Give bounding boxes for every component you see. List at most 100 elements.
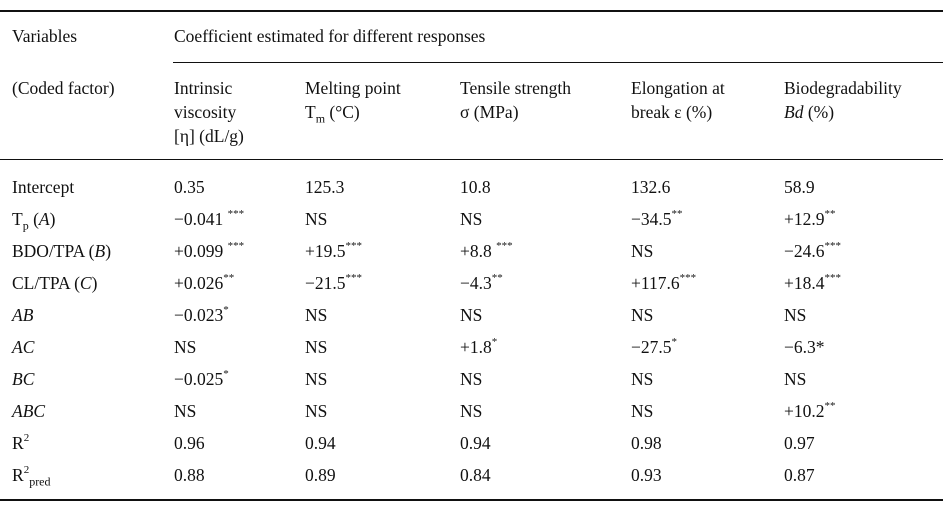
table-cell: −34.5** (631, 207, 683, 231)
cell-value: NS (631, 305, 654, 325)
cell-value: +12.9 (784, 209, 825, 229)
table-cell: NS (305, 335, 327, 359)
cell-value: 0.88 (174, 465, 205, 485)
cell-value: 0.84 (460, 465, 491, 485)
col-header-subscript: m (315, 111, 326, 126)
col-header-elongation: Elongation at break ε (%) (631, 76, 725, 124)
cell-value: −27.5 (631, 337, 672, 357)
row-label-text: ) (91, 273, 98, 293)
row-label-text: BC (12, 369, 35, 389)
table-cell: NS (174, 335, 196, 359)
col-header-line: Bd (%) (784, 100, 902, 124)
table-cell: 0.89 (305, 463, 336, 487)
cell-value: −0.025 (174, 369, 224, 389)
cell-value: 0.94 (460, 433, 491, 453)
table-cell: NS (784, 303, 806, 327)
row-label-text: ) (49, 209, 56, 229)
cell-value: 0.87 (784, 465, 815, 485)
table-cell: 0.84 (460, 463, 491, 487)
cell-value: NS (631, 241, 654, 261)
cell-value: NS (174, 337, 197, 357)
cell-value: NS (305, 369, 328, 389)
cell-value: −34.5 (631, 209, 672, 229)
row-label-text: ) (105, 241, 112, 261)
col-header-line: [η] (dL/g) (174, 126, 244, 146)
row-label-text: ABC (12, 401, 46, 421)
cell-value: 0.98 (631, 433, 662, 453)
cell-value: −21.5 (305, 273, 346, 293)
col-header-line: Melting point (305, 78, 401, 98)
table-cell: 0.94 (460, 431, 491, 455)
row-label: R2 (12, 431, 29, 455)
row-label-superscript: 2 (23, 464, 30, 477)
table-cell: 0.97 (784, 431, 815, 455)
row-label-text: R (12, 433, 24, 453)
table-cell: −27.5* (631, 335, 677, 359)
table-cell: 0.93 (631, 463, 662, 487)
table-cell: NS (631, 399, 653, 423)
col-header-line: Intrinsic (174, 78, 233, 98)
significance-stars: *** (345, 240, 363, 253)
table-cell: NS (631, 239, 653, 263)
col-header-viscosity: Intrinsic viscosity [η] (dL/g) (174, 76, 244, 148)
cell-value: −4.3 (460, 273, 492, 293)
row-label: ABC (12, 399, 45, 423)
table-cell: NS (784, 367, 806, 391)
cell-value: −24.6 (784, 241, 825, 261)
cell-value: NS (460, 305, 483, 325)
table-cell: +1.8* (460, 335, 497, 359)
col-header-unit: (°C) (325, 102, 360, 122)
table-cell: −21.5*** (305, 271, 362, 295)
row-label: R2pred (12, 463, 51, 488)
row-label: BC (12, 367, 34, 391)
table-cell: +12.9** (784, 207, 836, 231)
cell-value: −0.041 (174, 209, 228, 229)
significance-stars: ** (671, 208, 683, 221)
table-cell: 0.94 (305, 431, 336, 455)
cell-value: NS (631, 369, 654, 389)
table-cell: NS (631, 303, 653, 327)
significance-stars: ** (223, 272, 235, 285)
table-cell: 0.98 (631, 431, 662, 455)
table-cell: 132.6 (631, 175, 670, 199)
significance-stars: *** (496, 240, 513, 253)
cell-value: NS (784, 305, 807, 325)
row-label-text: AB (12, 305, 34, 325)
row-label-factor: C (79, 273, 92, 293)
significance-stars: *** (345, 272, 363, 285)
cell-value: +8.8 (460, 241, 497, 261)
table-cell: −0.023* (174, 303, 229, 327)
top-rule (0, 10, 943, 12)
col-header-symbol: T (305, 102, 316, 122)
table-cell: 0.88 (174, 463, 205, 487)
cell-value: −0.023 (174, 305, 224, 325)
row-label-text: BDO/TPA ( (12, 241, 95, 261)
span-title: Coefficient estimated for different resp… (174, 26, 486, 46)
row-label: CL/TPA (C) (12, 271, 97, 295)
row-label-text: AC (12, 337, 35, 357)
cell-value: NS (305, 305, 328, 325)
cell-value: NS (174, 401, 197, 421)
row-label: Intercept (12, 177, 75, 197)
significance-stars: *** (824, 240, 842, 253)
span-header-rule (173, 62, 943, 63)
col-header-symbol: Bd (784, 102, 804, 122)
table-cell: NS (460, 207, 482, 231)
row-label: Tp (A) (12, 207, 56, 233)
table-cell: +10.2** (784, 399, 836, 423)
cell-value: NS (305, 401, 328, 421)
row-label-factor: A (38, 209, 50, 229)
cell-value: 0.93 (631, 465, 662, 485)
cell-value: 0.96 (174, 433, 205, 453)
table-cell: +0.099 *** (174, 239, 244, 263)
row-label-subscript: p (22, 218, 29, 233)
col-header-line: σ (MPa) (460, 102, 519, 122)
col-header-line: Tensile strength (460, 78, 572, 98)
table-cell: NS (305, 367, 327, 391)
row-label-factor: B (94, 241, 106, 261)
cell-value: +117.6 (631, 273, 680, 293)
table-cell: 125.3 (305, 175, 344, 199)
cell-value: 0.89 (305, 465, 336, 485)
row-label-text: R (12, 465, 24, 485)
significance-stars: *** (824, 272, 842, 285)
